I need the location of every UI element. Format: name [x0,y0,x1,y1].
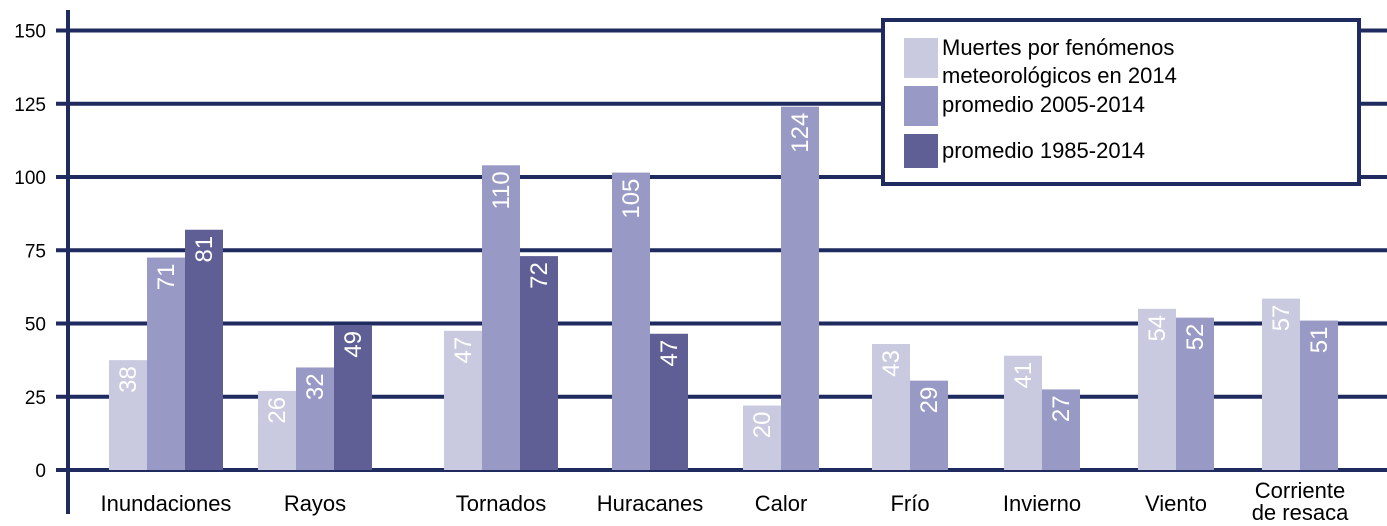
bar-value-label: 54 [1144,315,1171,342]
x-category-label-line: Tornados [456,491,547,516]
y-tick-label: 0 [35,461,46,482]
x-category-label: Invierno [1003,491,1081,516]
bar-value-label: 47 [656,340,683,367]
bars: 38 71 81 26 32 49 47 110 72 105 47 20 124 43 29 41 27 54 5… [109,106,1338,471]
bar [1176,317,1214,470]
bar [147,257,185,470]
x-category-label-line: Inundaciones [101,491,232,516]
legend-box [881,18,1361,186]
x-category-label: Corriente de resaca [1252,478,1349,525]
bar-value-label: 110 [488,171,515,209]
bar [872,344,910,470]
bar-value-label: 32 [302,373,329,400]
bar-value-label: 72 [526,262,553,289]
bar-value-label: 38 [115,366,142,393]
bar-value-label: 43 [878,350,905,377]
bar [1138,308,1176,470]
legend-swatch [904,134,938,168]
y-tick-label: 50 [25,315,46,336]
x-category-label-line: de resaca [1252,500,1349,525]
bar [296,367,334,470]
legend-swatch [904,38,938,78]
bar [1300,320,1338,470]
bar-value-label: 26 [264,397,291,424]
x-category-label: Frío [890,491,929,516]
bar-value-label: 29 [916,387,943,414]
bar [520,256,558,470]
axes: 0 25 50 75 100 125 150 Inundaciones Rayos Tornado… [14,10,1349,525]
bar-value-label: 20 [749,412,776,439]
bar [258,390,296,470]
y-tick-label: 25 [25,388,46,409]
y-tick-label: 125 [14,95,46,116]
bar [1042,389,1080,470]
bar [650,333,688,470]
legend-label: promedio 2005-2014 [942,92,1145,117]
bar [185,229,223,470]
bar [781,106,819,471]
bar [444,330,482,470]
x-category-label: Tornados [456,491,547,516]
bar-value-label: 47 [450,337,477,364]
legend-label: promedio 1985-2014 [942,138,1145,163]
bar [743,405,781,470]
bar-value-label: 124 [787,113,814,153]
legend-label: Muertes por fenómenos [942,35,1174,60]
y-tick-label: 75 [25,241,46,262]
y-tick-label: 100 [14,168,46,189]
bar [1262,298,1300,470]
x-category-label-line: Viento [1145,491,1207,516]
bar-value-label: 57 [1268,305,1295,332]
x-category-label: Inundaciones [101,491,232,516]
bar-value-label: 41 [1010,362,1037,389]
x-category-label-line: Calor [755,491,808,516]
x-category-label-line: Rayos [284,491,346,516]
bar [109,360,147,470]
x-category-label-line: Huracanes [597,491,703,516]
bar-value-label: 71 [153,264,180,291]
y-tick-label: 150 [14,22,46,43]
bar-value-label: 49 [340,331,367,358]
bar [482,165,520,470]
legend-swatch [904,86,938,126]
x-category-label: Viento [1145,491,1207,516]
bar-value-label: 52 [1182,324,1209,351]
bar [612,172,650,471]
bar-value-label: 51 [1306,327,1333,354]
x-category-label: Calor [755,491,808,516]
x-category-label-line: Frío [890,491,929,516]
bar-value-label: 27 [1048,395,1075,422]
bar [910,380,948,470]
x-category-label: Rayos [284,491,346,516]
bar-value-label: 81 [191,236,218,263]
x-category-label-line: Invierno [1003,491,1081,516]
bar [334,324,372,470]
bar-value-label: 105 [618,179,645,219]
x-category-label-line: Corriente [1255,478,1345,503]
legend: Muertes por fenómenos meteorológicos en 2… [881,18,1361,186]
x-category-label: Huracanes [597,491,703,516]
legend-label: meteorológicos en 2014 [942,63,1177,88]
bar [1004,355,1042,470]
